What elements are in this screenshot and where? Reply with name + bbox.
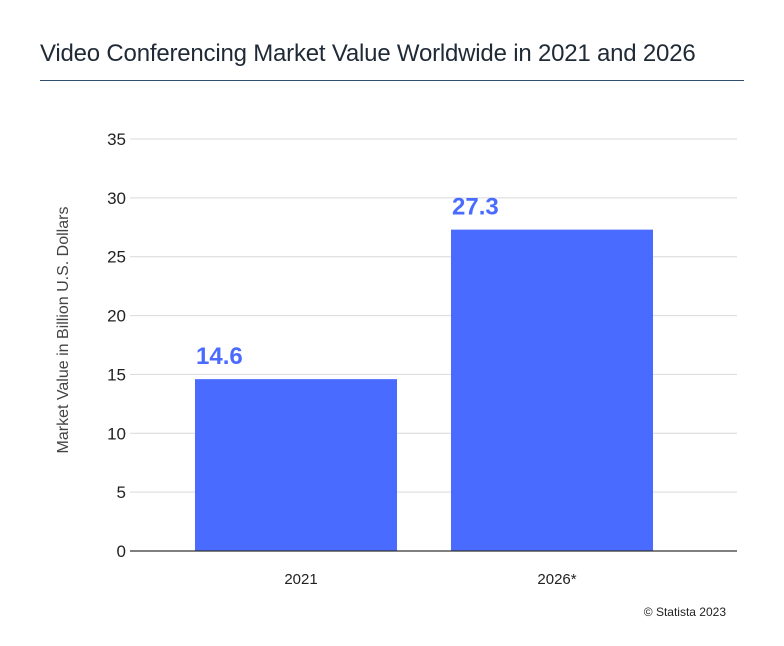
y-tick-label: 10 — [107, 424, 126, 443]
title-divider — [40, 80, 744, 81]
x-tick-label: 2026* — [537, 571, 576, 588]
y-tick-label: 25 — [107, 248, 126, 267]
y-axis-label: Market Value in Billion U.S. Dollars — [55, 207, 72, 454]
y-tick-label: 35 — [107, 130, 126, 149]
copyright-notice: © Statista 2023 — [643, 605, 726, 619]
chart-title: Video Conferencing Market Value Worldwid… — [40, 40, 696, 67]
y-tick-label: 20 — [107, 307, 126, 326]
y-tick-label: 15 — [107, 365, 126, 384]
bar — [195, 379, 397, 551]
data-label: 27.3 — [452, 194, 499, 221]
bar — [451, 229, 653, 551]
y-tick-label: 5 — [117, 483, 126, 502]
y-tick-label: 30 — [107, 189, 126, 208]
x-tick-label: 2021 — [284, 571, 317, 588]
data-label: 14.6 — [196, 343, 243, 370]
y-tick-label: 0 — [117, 542, 126, 561]
